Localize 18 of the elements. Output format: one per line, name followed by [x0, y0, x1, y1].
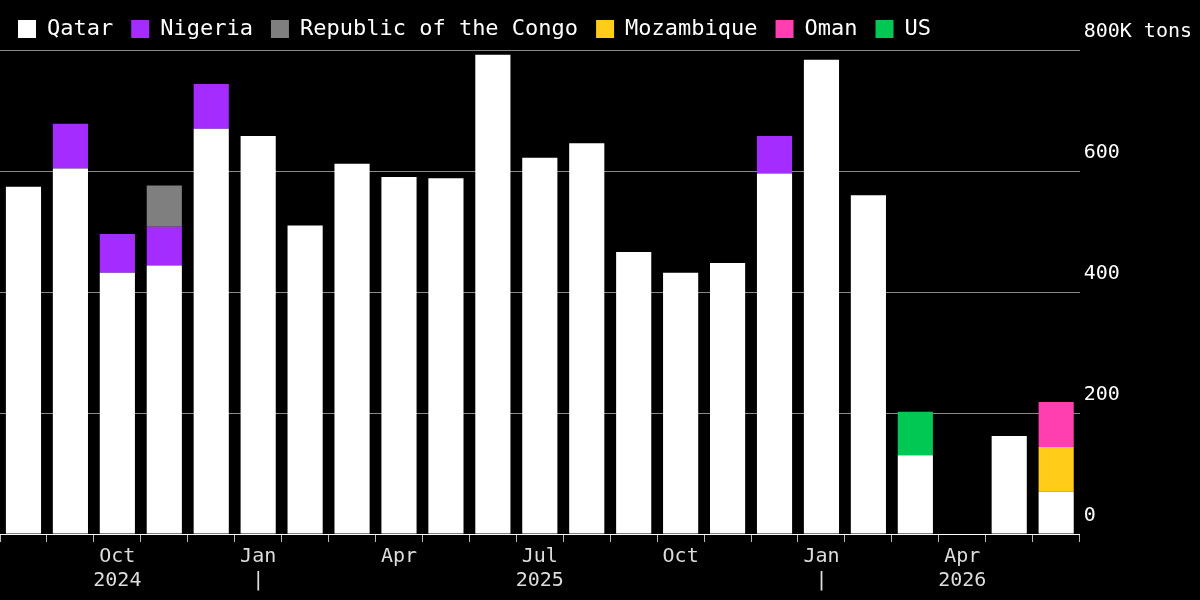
legend-label: Qatar: [47, 14, 114, 40]
legend-label: Republic of the Congo: [299, 14, 579, 40]
x-tick-label: Oct 2024: [93, 543, 142, 592]
y-tick-label: 200: [1083, 381, 1120, 406]
legend-label: Oman: [804, 14, 858, 40]
x-tick-label: Jan |: [803, 543, 840, 592]
y-tick-label: 0: [1083, 502, 1096, 527]
legend-label: Mozambique: [625, 14, 758, 40]
y-tick-label: 800K tons: [1083, 18, 1193, 43]
x-tick-label: Oct: [662, 543, 699, 568]
x-tick-label: Jul 2025: [515, 543, 564, 592]
legend-label: US: [904, 14, 932, 40]
x-tick-label: Jan |: [240, 543, 277, 592]
y-tick-label: 400: [1083, 260, 1120, 285]
y-tick-label: 600: [1083, 139, 1120, 164]
x-tick-label: Apr 2026: [938, 543, 987, 592]
legend-label: Nigeria: [160, 14, 253, 40]
x-tick-label: Apr: [380, 543, 418, 568]
